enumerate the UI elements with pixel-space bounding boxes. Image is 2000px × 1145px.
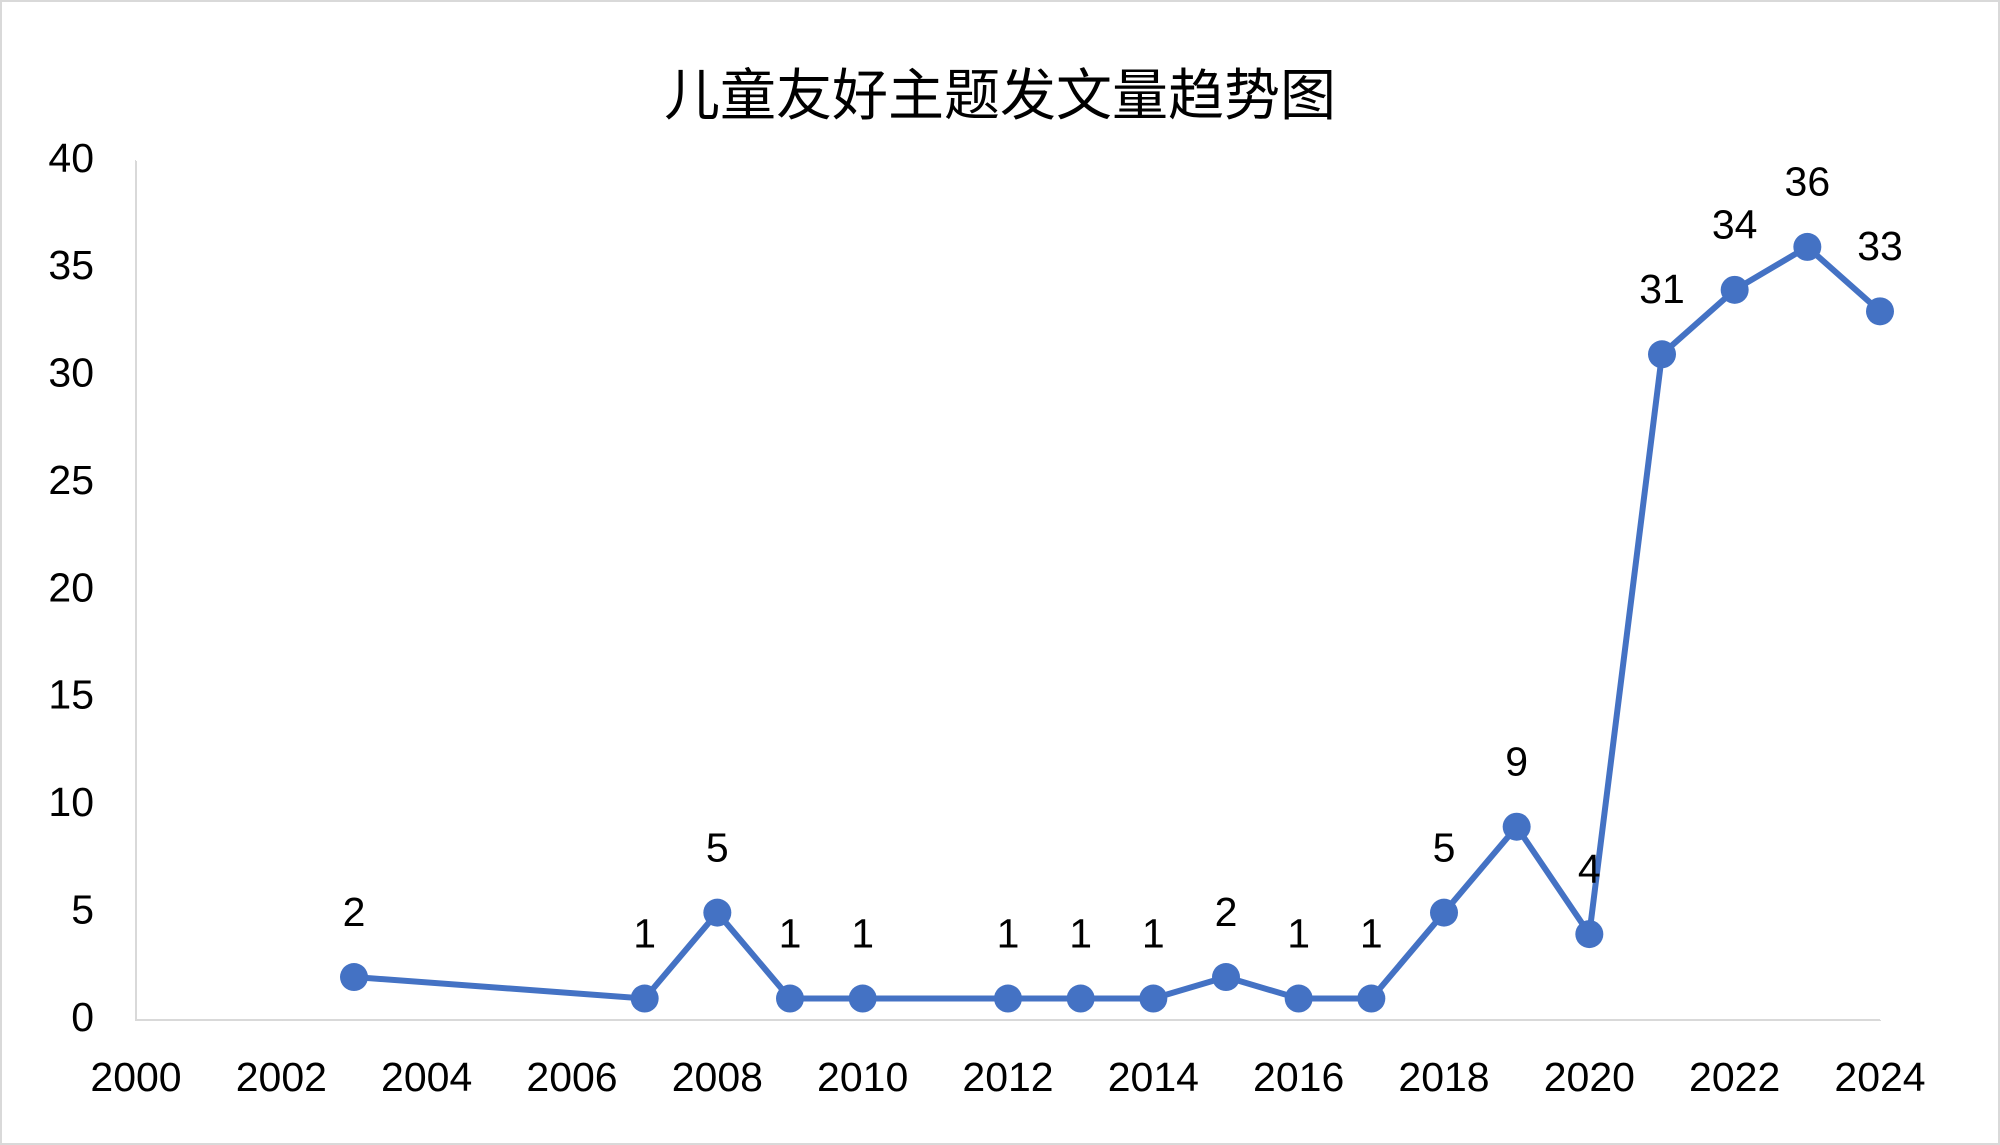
data-point: [1575, 920, 1604, 949]
data-point: [1502, 812, 1531, 841]
data-label: 1: [1069, 910, 1092, 956]
data-label: 1: [1360, 910, 1383, 956]
data-label: 31: [1639, 266, 1685, 312]
data-label: 34: [1712, 202, 1758, 248]
y-tick-label: 0: [71, 994, 94, 1040]
data-label: 4: [1578, 846, 1601, 892]
chart-title: 儿童友好主题发文量趋势图: [664, 64, 1336, 127]
y-tick-label: 15: [48, 672, 94, 718]
data-label: 1: [1287, 910, 1310, 956]
data-point: [1430, 898, 1458, 927]
data-point: [340, 963, 368, 992]
x-tick-label: 2022: [1689, 1054, 1780, 1100]
data-point: [1357, 984, 1386, 1013]
y-tick-label: 10: [48, 779, 94, 825]
y-tick-label: 25: [48, 457, 94, 503]
x-tick-label: 2018: [1398, 1054, 1489, 1100]
data-label: 1: [997, 910, 1020, 956]
x-tick-label: 2006: [526, 1054, 617, 1100]
data-label: 9: [1505, 739, 1528, 785]
data-point: [1066, 984, 1095, 1013]
data-point: [1284, 984, 1313, 1013]
data-point: [1720, 275, 1749, 304]
x-tick-label: 2002: [236, 1054, 327, 1100]
x-tick-label: 2008: [672, 1054, 763, 1100]
x-tick-label: 2014: [1108, 1054, 1199, 1100]
data-label: 33: [1857, 223, 1903, 269]
data-point: [994, 984, 1022, 1013]
y-tick-label: 35: [48, 242, 94, 288]
y-tick-label: 20: [48, 564, 94, 610]
data-label: 1: [851, 910, 874, 956]
x-tick-label: 2012: [962, 1054, 1053, 1100]
data-point: [776, 984, 804, 1013]
data-line: [353, 243, 1882, 1002]
data-point: [703, 898, 732, 927]
data-label: 2: [1215, 889, 1238, 935]
x-tick-label: 2020: [1544, 1054, 1635, 1100]
data-point: [1139, 984, 1168, 1013]
data-point: [1648, 340, 1676, 369]
data-point: [630, 984, 659, 1013]
x-tick-label: 2004: [381, 1054, 472, 1100]
data-label: 5: [1433, 824, 1456, 870]
data-label: 2: [343, 889, 366, 935]
data-label: 36: [1785, 159, 1831, 205]
y-tick-label: 30: [48, 350, 94, 396]
y-tick-label: 40: [48, 135, 94, 181]
data-label: 1: [633, 910, 656, 956]
data-label: 1: [1142, 910, 1165, 956]
data-point: [1866, 297, 1894, 326]
data-label: 5: [706, 824, 729, 870]
y-tick-label: 5: [71, 886, 94, 932]
x-tick-label: 2000: [90, 1054, 181, 1100]
x-tick-label: 2024: [1834, 1054, 1925, 1100]
data-point: [1212, 963, 1240, 992]
x-tick-label: 2010: [817, 1054, 908, 1100]
x-tick-label: 2016: [1253, 1054, 1344, 1100]
data-label: 1: [779, 910, 802, 956]
data-point: [848, 984, 877, 1013]
data-point: [1793, 232, 1822, 261]
